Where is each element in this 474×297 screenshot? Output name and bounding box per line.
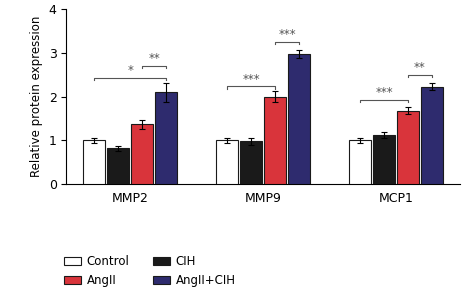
Bar	[373, 135, 395, 184]
Text: MMP2: MMP2	[112, 192, 148, 205]
Bar	[107, 148, 129, 184]
Bar	[264, 97, 286, 184]
Legend: Control, AngII, CIH, AngII+CIH: Control, AngII, CIH, AngII+CIH	[64, 255, 236, 287]
Text: **: **	[148, 53, 160, 65]
Bar	[421, 87, 443, 184]
Text: MMP9: MMP9	[245, 192, 282, 205]
Bar	[349, 140, 371, 184]
Text: ***: ***	[278, 28, 296, 41]
Bar	[240, 141, 262, 184]
Text: ***: ***	[242, 73, 260, 86]
Bar	[155, 92, 177, 184]
Bar	[216, 140, 238, 184]
Bar	[288, 54, 310, 184]
Text: *: *	[127, 64, 133, 77]
Text: ***: ***	[375, 86, 393, 99]
Bar	[83, 140, 105, 184]
Bar	[397, 110, 419, 184]
Y-axis label: Relative protein expression: Relative protein expression	[30, 16, 43, 177]
Text: **: **	[414, 61, 426, 74]
Text: MCP1: MCP1	[379, 192, 413, 205]
Bar	[131, 124, 153, 184]
